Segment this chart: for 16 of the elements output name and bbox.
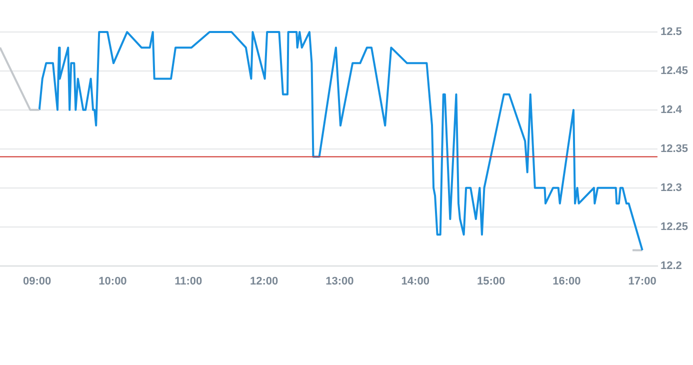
x-tick-label: 09:00 — [23, 275, 52, 288]
y-tick-label: 12.35 — [660, 142, 688, 155]
y-tick-label: 12.2 — [660, 260, 682, 272]
x-tick-label: 13:00 — [326, 275, 354, 288]
x-tick-label: 16:00 — [552, 275, 581, 288]
y-tick-label: 12.3 — [660, 182, 682, 194]
x-tick-label: 11:00 — [174, 275, 202, 288]
y-tick-label: 12.5 — [660, 26, 682, 38]
y-tick-label: 12.45 — [660, 65, 688, 77]
x-tick-label: 12:00 — [250, 275, 278, 288]
y-tick-label: 12.4 — [660, 104, 683, 116]
x-tick-label: 10:00 — [98, 275, 127, 288]
x-tick-label: 14:00 — [401, 275, 430, 288]
x-tick-label: 17:00 — [628, 275, 656, 288]
y-tick-label: 12.25 — [660, 220, 688, 233]
x-tick-label: 15:00 — [476, 275, 506, 288]
